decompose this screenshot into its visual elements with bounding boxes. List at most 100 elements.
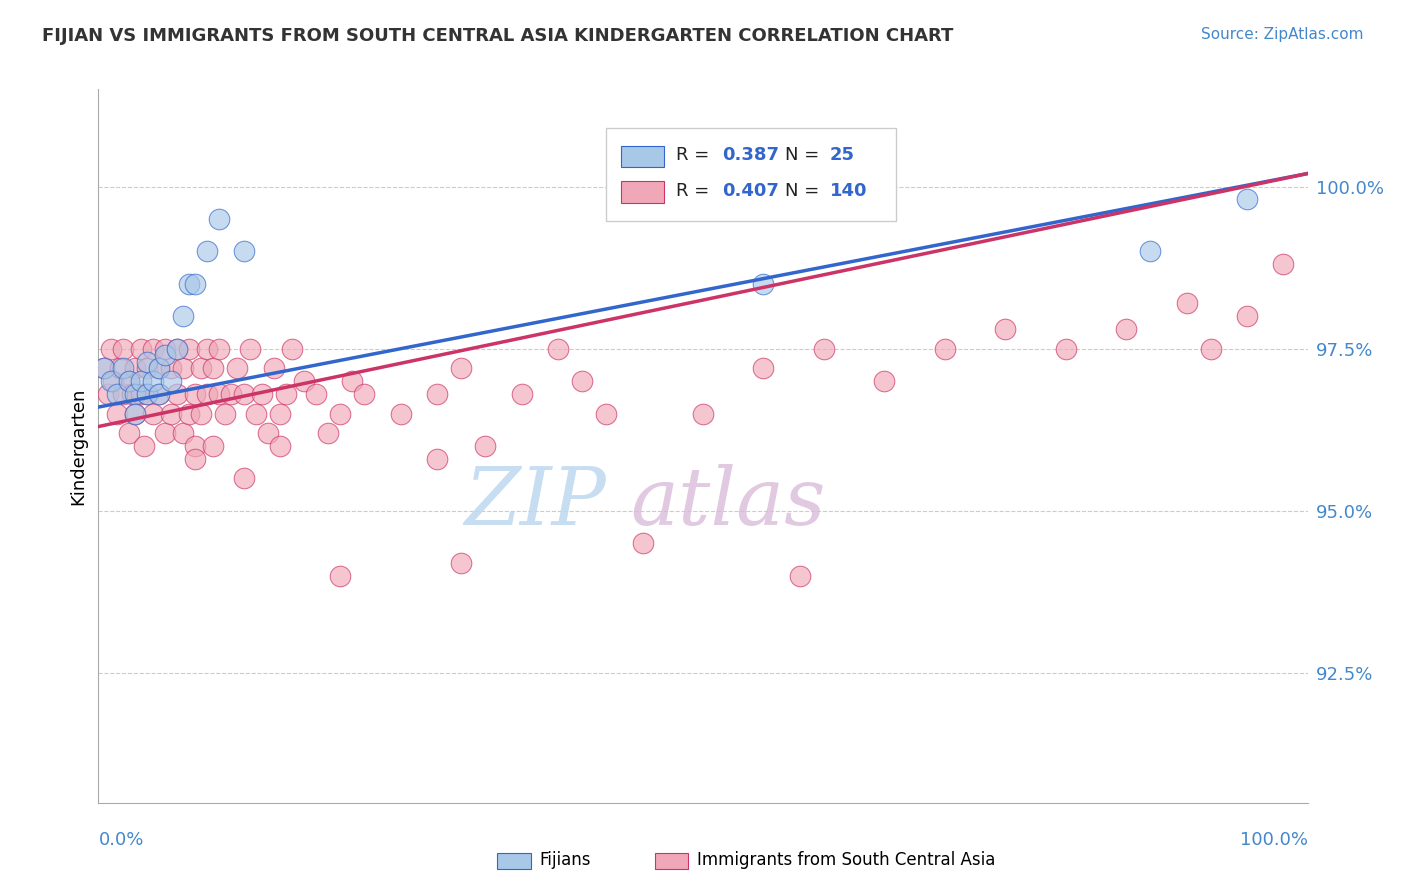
Point (166, 342, 188, 356)
Point (292, 374, 315, 388)
Point (160, 361, 183, 376)
Point (118, 374, 141, 388)
Point (208, 342, 231, 356)
Y-axis label: Kindergarten: Kindergarten (69, 387, 87, 505)
Point (100, 342, 122, 356)
Point (269, 407, 291, 421)
Text: Source: ZipAtlas.com: Source: ZipAtlas.com (1201, 27, 1364, 42)
Point (221, 387, 243, 401)
Point (135, 387, 157, 401)
Point (281, 342, 304, 356)
Text: ZIP: ZIP (464, 465, 606, 541)
Point (226, 361, 249, 376)
Point (353, 387, 375, 401)
FancyBboxPatch shape (498, 854, 531, 869)
Point (426, 387, 449, 401)
FancyBboxPatch shape (655, 854, 689, 869)
Point (148, 361, 170, 376)
Text: 0.0%: 0.0% (98, 831, 143, 849)
Point (195, 342, 218, 356)
Point (134, 439, 156, 453)
Point (1236, 193, 1258, 207)
Point (305, 387, 328, 401)
FancyBboxPatch shape (606, 128, 897, 221)
Point (208, 387, 231, 401)
Point (873, 374, 896, 388)
Point (450, 361, 472, 376)
Point (232, 387, 254, 401)
Point (232, 471, 254, 485)
Text: N =: N = (785, 182, 820, 200)
Point (202, 361, 225, 376)
Text: Fijians: Fijians (540, 851, 592, 869)
Point (389, 407, 412, 421)
Point (195, 244, 218, 259)
Point (129, 374, 152, 388)
Point (153, 425, 176, 440)
FancyBboxPatch shape (621, 145, 664, 167)
Point (172, 361, 194, 376)
Point (1272, 257, 1295, 271)
Point (631, 536, 654, 550)
Point (124, 407, 146, 421)
Point (135, 387, 157, 401)
Point (571, 374, 593, 388)
Point (752, 277, 775, 291)
Point (118, 425, 141, 440)
Point (124, 361, 146, 376)
Text: R =: R = (676, 182, 716, 200)
Point (172, 310, 194, 324)
Point (177, 277, 201, 291)
Point (124, 407, 146, 421)
Text: 100.0%: 100.0% (1240, 831, 1308, 849)
Point (108, 361, 131, 376)
Point (129, 342, 152, 356)
Point (142, 374, 165, 388)
Point (994, 322, 1017, 336)
Point (177, 407, 201, 421)
Text: Immigrants from South Central Asia: Immigrants from South Central Asia (697, 851, 995, 869)
Point (111, 361, 134, 376)
Point (105, 387, 128, 401)
Point (121, 387, 143, 401)
Point (263, 361, 285, 376)
Text: atlas: atlas (630, 465, 825, 541)
Point (789, 568, 811, 582)
Point (184, 277, 207, 291)
Point (208, 211, 231, 226)
Point (190, 361, 212, 376)
Point (153, 342, 176, 356)
Point (342, 374, 364, 388)
Point (1199, 342, 1222, 356)
Point (752, 361, 775, 376)
Point (166, 387, 188, 401)
Point (135, 361, 157, 376)
Point (160, 407, 183, 421)
Point (166, 342, 188, 356)
Point (595, 407, 617, 421)
Point (93, 361, 115, 376)
Text: 140: 140 (830, 182, 868, 200)
Point (93, 361, 115, 376)
Point (329, 407, 352, 421)
Point (111, 342, 134, 356)
Point (148, 361, 170, 376)
Point (1115, 322, 1137, 336)
Point (245, 407, 267, 421)
Point (135, 354, 157, 368)
Point (232, 244, 254, 259)
Point (1139, 244, 1161, 259)
Point (202, 439, 225, 453)
Point (190, 407, 212, 421)
Point (184, 452, 207, 467)
Text: R =: R = (676, 146, 716, 164)
Point (153, 348, 176, 362)
Point (148, 387, 170, 401)
Point (142, 407, 165, 421)
Point (316, 425, 339, 440)
Point (510, 387, 533, 401)
Point (329, 568, 352, 582)
Point (172, 425, 194, 440)
Point (269, 439, 291, 453)
Point (214, 407, 236, 421)
